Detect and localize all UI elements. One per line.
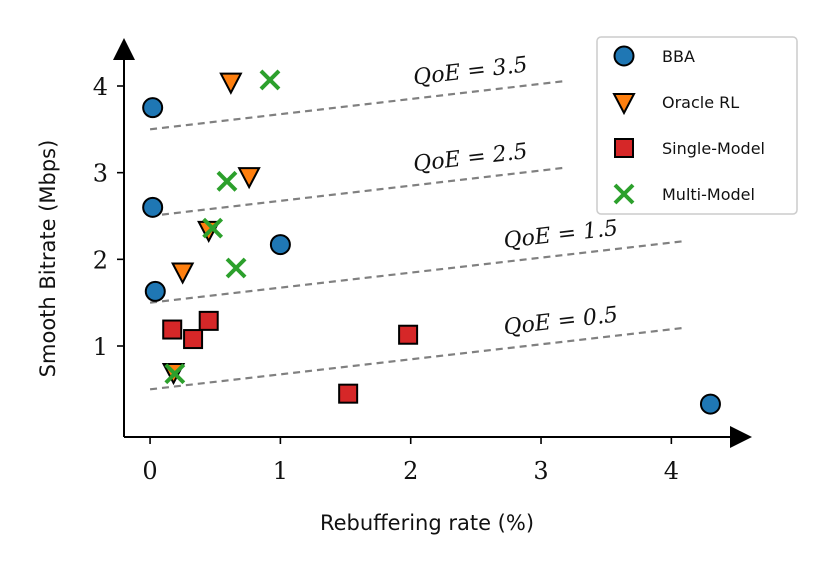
qoe-line [149, 166, 568, 218]
series-single-model [162, 310, 419, 404]
y-tick-label: 2 [93, 246, 108, 274]
x-tick-label: 1 [273, 457, 288, 485]
data-points [142, 69, 721, 415]
data-point [237, 167, 261, 190]
data-point [202, 217, 224, 239]
data-point [699, 393, 721, 415]
x-axis-label: Rebuffering rate (%) [320, 511, 534, 535]
series-multi-model [164, 69, 281, 385]
y-axis-label: Smooth Bitrate (Mbps) [36, 140, 60, 378]
x-axis-arrow [730, 426, 752, 448]
x-tick-label: 0 [142, 457, 157, 485]
data-point [142, 196, 164, 218]
legend-label: BBA [662, 47, 695, 66]
data-point [219, 72, 243, 95]
legend-label: Oracle RL [662, 93, 739, 112]
legend-marker-multi-model [613, 183, 635, 205]
data-point [338, 383, 359, 404]
qoe-label: QoE = 3.5 [412, 52, 529, 90]
y-tick-label: 1 [93, 333, 108, 361]
legend: BBA Oracle RL Single-Model Multi-Model [596, 36, 798, 215]
data-point [142, 97, 164, 119]
y-ticks: 1 2 3 4 [93, 73, 124, 361]
data-point [144, 280, 166, 302]
legend-marker-oracle-rl [612, 93, 636, 116]
legend-marker-single-model [614, 138, 634, 158]
data-point [164, 363, 186, 385]
qoe-line [149, 240, 685, 304]
qoe-line [149, 326, 685, 391]
legend-label: Multi-Model [662, 185, 755, 204]
data-point [259, 69, 281, 91]
data-point [162, 319, 183, 340]
data-point [398, 324, 419, 345]
qoe-line [149, 79, 568, 131]
y-tick-label: 3 [93, 160, 108, 188]
x-tick-label: 3 [533, 457, 548, 485]
qoe-label: QoE = 0.5 [502, 303, 619, 341]
qoe-label: QoE = 1.5 [502, 216, 619, 254]
data-point [216, 170, 238, 192]
legend-marker-bba [613, 45, 635, 67]
legend-box [596, 36, 798, 215]
data-point [225, 257, 247, 279]
data-point [183, 329, 204, 350]
data-point [170, 262, 195, 285]
y-axis-arrow [113, 38, 135, 60]
data-point [269, 234, 291, 256]
legend-label: Single-Model [662, 139, 765, 158]
x-ticks: 0 1 2 3 4 [142, 437, 679, 485]
y-tick-label: 4 [93, 73, 108, 101]
x-tick-label: 4 [664, 457, 679, 485]
qoe-label: QoE = 2.5 [412, 139, 529, 177]
series-bba [142, 97, 721, 415]
data-point [198, 310, 219, 331]
x-tick-label: 2 [403, 457, 418, 485]
